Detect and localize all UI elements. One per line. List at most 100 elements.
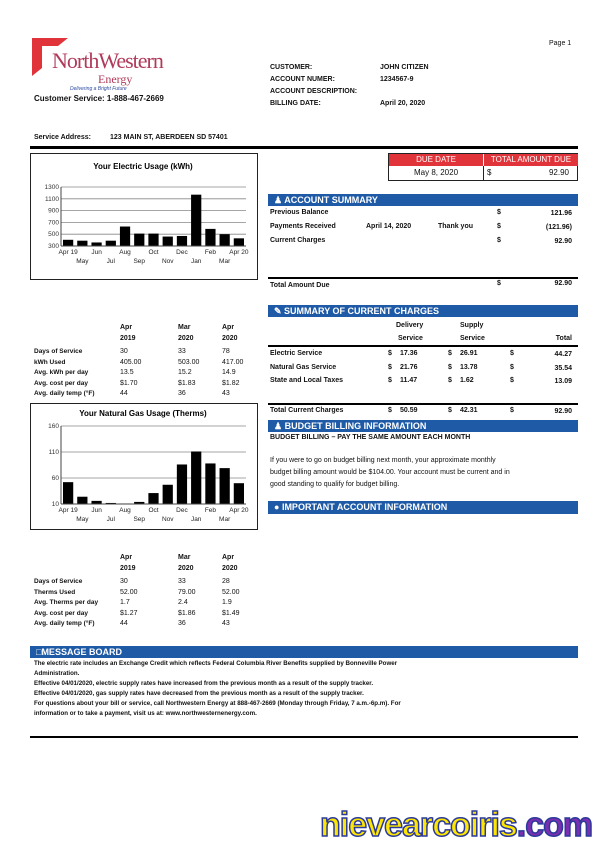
delivery-amount: 11.47 — [400, 377, 418, 384]
y-tick-label: 160 — [48, 423, 59, 430]
x-tick-label: Jun — [91, 507, 102, 514]
currency: $ — [448, 407, 452, 414]
col-year: 2019 — [120, 335, 136, 342]
bar-jul — [105, 502, 116, 504]
x-tick-label: Apr 19 — [59, 249, 79, 256]
bar-may — [77, 496, 88, 504]
message-line: information or to take a payment, visit … — [34, 710, 257, 717]
charges-header: ✎ SUMMARY OF CURRENT CHARGES — [268, 305, 578, 317]
stat-value: 52.00 — [222, 588, 240, 596]
stat-label: Avg. kWh per day — [34, 369, 89, 376]
total-amount-due-label: Total Amount Due — [270, 282, 330, 289]
col-header: Mar — [178, 324, 191, 331]
stat-value: $1.82 — [222, 379, 240, 387]
electric-usage-chart: Your Electric Usage (kWh) 300 500 700 900 110… — [30, 153, 258, 280]
x-tick-label: Mar — [219, 258, 231, 265]
charge-total: 92.90 — [554, 408, 572, 415]
due-currency: $ — [487, 168, 492, 177]
stat-value: 28 — [222, 578, 230, 585]
message-line: The electric rate includes an Exchange C… — [34, 660, 398, 667]
stat-value: $1.49 — [222, 609, 240, 617]
stat-value: $1.83 — [178, 379, 196, 387]
x-tick-label: Oct — [148, 249, 158, 256]
field-value: JOHN CITIZEN — [380, 64, 429, 71]
customer-service: Customer Service: 1-888-467-2669 — [34, 94, 164, 103]
stat-label: Avg. daily temp (°F) — [34, 620, 95, 627]
x-tick-label: Jan — [191, 258, 202, 265]
bar-jan — [191, 451, 202, 504]
y-tick-label: 500 — [48, 231, 59, 238]
col-header: Apr — [222, 554, 235, 561]
delivery-amount: 17.36 — [400, 350, 418, 357]
x-tick-label: Aug — [119, 507, 131, 514]
stat-value: $1.86 — [178, 609, 196, 617]
col-supply: Supply — [460, 322, 484, 329]
chart-title: Your Natural Gas Usage (Therms) — [79, 409, 207, 418]
x-tick-label: Sep — [133, 516, 145, 523]
stat-value: 43 — [222, 390, 230, 397]
summary-amount: (121.96) — [545, 224, 572, 231]
bar-feb — [205, 228, 216, 246]
currency: $ — [510, 363, 514, 371]
x-tick-label: Feb — [205, 249, 217, 256]
message-line: For questions about your bill or service… — [34, 700, 401, 707]
col-year: 2020 — [222, 565, 238, 572]
x-tick-label: May — [76, 258, 89, 265]
charge-total: 13.09 — [554, 378, 572, 385]
stat-value: 43 — [222, 620, 230, 627]
field-label: ACCOUNT DESCRIPTION: — [270, 88, 358, 95]
x-tick-label: Jul — [107, 516, 116, 523]
message-line: Administration. — [34, 670, 80, 677]
col-year: 2020 — [178, 335, 194, 342]
budget-text: If you were to go on budget billing next… — [270, 457, 510, 488]
company-sub: Energy — [98, 72, 133, 86]
message-board-text: The electric rate includes an Exchange C… — [34, 659, 401, 719]
bar-dec — [176, 235, 188, 246]
col-delivery-2: Service — [398, 335, 423, 342]
stat-value: 13.5 — [120, 369, 134, 376]
field-label: CUSTOMER: — [270, 64, 313, 71]
account-summary-title: ACCOUNT SUMMARY — [284, 195, 378, 205]
x-tick-label: Jun — [91, 249, 102, 256]
stat-value: 503.00 — [178, 358, 200, 366]
col-header: Apr — [222, 324, 235, 331]
service-address-label: Service Address: — [34, 134, 91, 141]
bar-oct — [148, 493, 159, 504]
divider — [30, 146, 578, 149]
x-tick-label: Oct — [148, 507, 158, 514]
y-tick-label: 10 — [52, 501, 60, 508]
charge-total: 35.54 — [554, 364, 572, 372]
col-header: Apr — [120, 324, 133, 331]
stat-value: 1.9 — [222, 599, 232, 606]
message-line: Effective 04/01/2020, gas supply rates h… — [34, 690, 364, 697]
stat-value: 1.7 — [120, 599, 130, 606]
stat-value: 405.00 — [120, 358, 142, 366]
important-info-header: ● IMPORTANT ACCOUNT INFORMATION — [268, 501, 578, 514]
x-tick-label: Mar — [219, 516, 231, 523]
currency: $ — [448, 377, 452, 384]
x-tick-label: Apr 20 — [229, 249, 249, 256]
x-tick-label: Apr 20 — [229, 507, 249, 514]
stat-value: 33 — [178, 578, 186, 585]
x-tick-label: Sep — [133, 258, 145, 265]
currency: $ — [497, 223, 501, 230]
bar-jan — [191, 194, 202, 246]
currency: $ — [388, 363, 392, 371]
stat-value: $1.70 — [120, 379, 138, 387]
col-year: 2020 — [178, 565, 194, 572]
total-due: 92.90 — [548, 168, 569, 177]
stat-value: 30 — [120, 578, 128, 585]
currency: $ — [510, 350, 514, 357]
bar-aug — [119, 226, 131, 246]
col-header: Mar — [178, 554, 191, 561]
bar-nov — [162, 236, 173, 246]
total-due-header: TOTAL AMOUNT DUE — [484, 154, 578, 166]
delivery-amount: 50.59 — [400, 407, 418, 414]
currency: $ — [448, 363, 452, 371]
currency: $ — [388, 407, 392, 414]
stat-value: 14.9 — [222, 369, 236, 376]
x-tick-label: Nov — [162, 258, 174, 265]
charge-label: Total Current Charges — [270, 407, 344, 414]
col-delivery: Delivery — [396, 322, 424, 329]
x-tick-label: Dec — [176, 249, 188, 256]
